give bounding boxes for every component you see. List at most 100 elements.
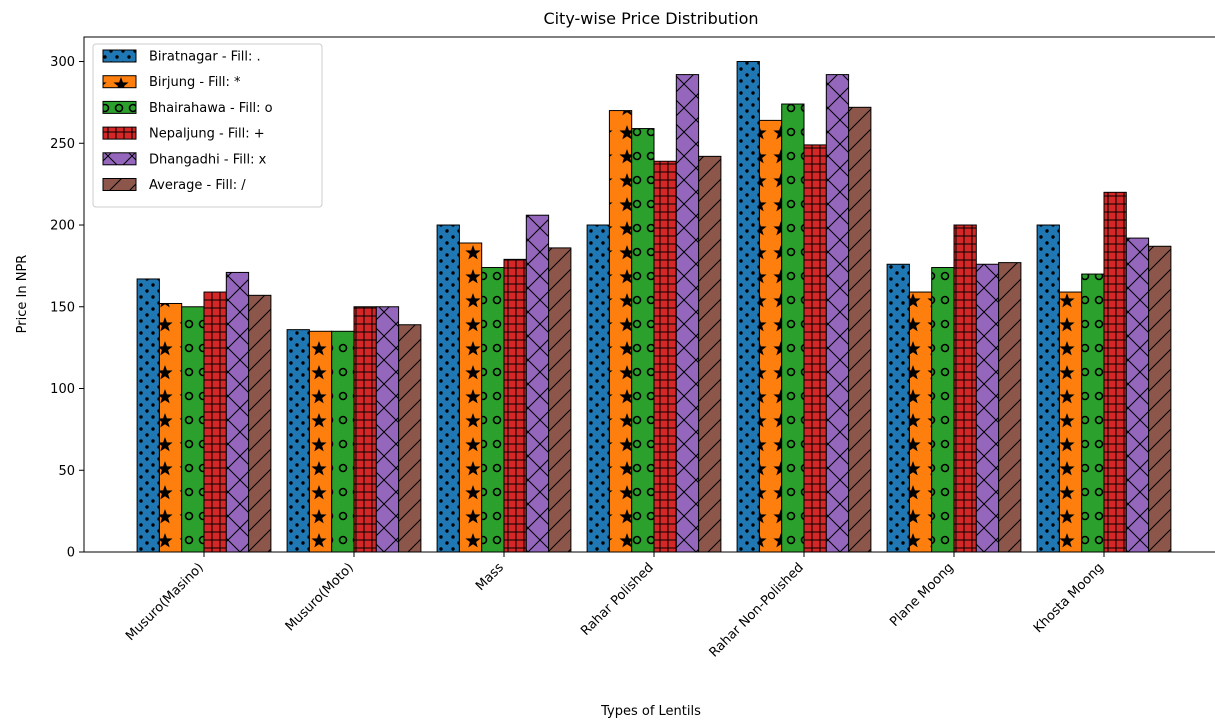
bar-hatch [908,291,933,553]
legend-item: Average - Fill: / [102,178,246,193]
bar-hatch [1103,191,1127,553]
y-tick-label: 0 [67,546,75,561]
bar-hatch [525,214,550,553]
legend-item: Biratnagar - Fill: . [102,49,261,65]
legend-label: Birjung - Fill: * [149,75,241,90]
y-tick-label: 100 [50,382,75,397]
bar-hatch [248,294,272,553]
bar [781,103,805,553]
bar [908,291,933,553]
bar-hatch [308,330,333,553]
bar-hatch [181,306,205,553]
bars-group [136,61,1172,553]
bar-hatch [158,302,183,553]
bar [631,128,655,553]
bar-hatch [436,224,460,553]
legend-swatch [102,100,137,114]
y-tick-label: 200 [50,219,75,234]
bar [1036,224,1060,553]
bar [608,110,633,553]
legend-swatch [102,152,137,166]
bar-hatch [1036,224,1060,553]
legend-swatch [102,49,137,63]
bar [1148,245,1172,553]
bar-hatch [953,224,977,553]
y-tick-label: 250 [50,137,75,152]
bar-hatch [458,242,483,553]
legend: Biratnagar - Fill: . Birjung - Fill: * Bha… [92,43,323,208]
bar [953,224,977,553]
bar [331,330,355,553]
x-axis: Musuro(Masino) Musuro(Moto) Mass Rahar Poli… [123,552,1107,661]
bar-hatch [225,271,250,553]
legend-swatch [102,126,137,140]
bar-hatch [203,291,227,553]
plot-frame [83,36,1215,553]
bar [1103,191,1127,553]
bar-hatch [608,110,633,553]
legend-label: Bhairahawa - Fill: o [149,101,273,116]
bar [886,263,910,553]
bar [375,306,400,553]
x-tick-label: Musuro(Moto) [283,560,357,634]
bar [586,224,610,553]
bar [181,306,205,553]
bar-hatch [698,155,722,553]
bar [458,242,483,553]
x-tick-label: Rahar Non-Polished [707,560,807,660]
bar [975,263,1000,553]
chart-title: City-wise Price Distribution [543,9,758,28]
bar-hatch [803,144,827,553]
bar-hatch [1081,273,1105,553]
x-tick-label: Khosta Moong [1031,560,1107,636]
bar-hatch [1058,291,1083,553]
legend-label: Average - Fill: / [149,178,246,193]
legend-label: Nepaljung - Fill: + [149,127,265,142]
bar [1125,237,1150,553]
bar-hatch [998,262,1022,553]
x-axis-title: Types of Lentils [600,704,701,719]
bar-hatch [931,267,955,553]
x-tick-label: Rahar Polished [578,560,657,639]
legend-label: Biratnagar - Fill: . [149,50,261,65]
bar [398,324,422,553]
bar [736,61,760,553]
bar-hatch [825,74,850,553]
bar [525,214,550,553]
bar-hatch [1125,237,1150,553]
bar [286,329,310,553]
bar-hatch [848,106,872,553]
legend-item: Bhairahawa - Fill: o [102,100,273,116]
bar-hatch [331,330,355,553]
bar [248,294,272,553]
bar-hatch [631,128,655,553]
bar-hatch [586,224,610,553]
bar-hatch [503,258,527,553]
bar [225,271,250,553]
legend-box [92,43,323,208]
legend-label: Dhangadhi - Fill: x [149,152,267,167]
x-tick-label: Mass [473,560,507,594]
bar-hatch [758,119,783,553]
legend-item: Birjung - Fill: * [102,75,241,90]
bar-hatch [353,306,377,553]
bar [653,160,677,553]
bar-hatch [886,263,910,553]
bar [353,306,377,553]
bar [136,278,160,553]
legend-item: Dhangadhi - Fill: x [102,152,267,167]
bar-hatch [1148,245,1172,553]
bar-hatch [375,306,400,553]
bar-hatch [736,61,760,553]
y-tick-label: 50 [58,464,75,479]
bar [698,155,722,553]
bar-hatch [286,329,310,553]
bar-hatch [481,267,505,553]
bar [758,119,783,553]
y-axis: 0 50 100 150 200 250 300 [50,55,84,561]
bar [848,106,872,553]
bar [675,74,700,553]
x-tick-label: Musuro(Masino) [123,560,207,644]
